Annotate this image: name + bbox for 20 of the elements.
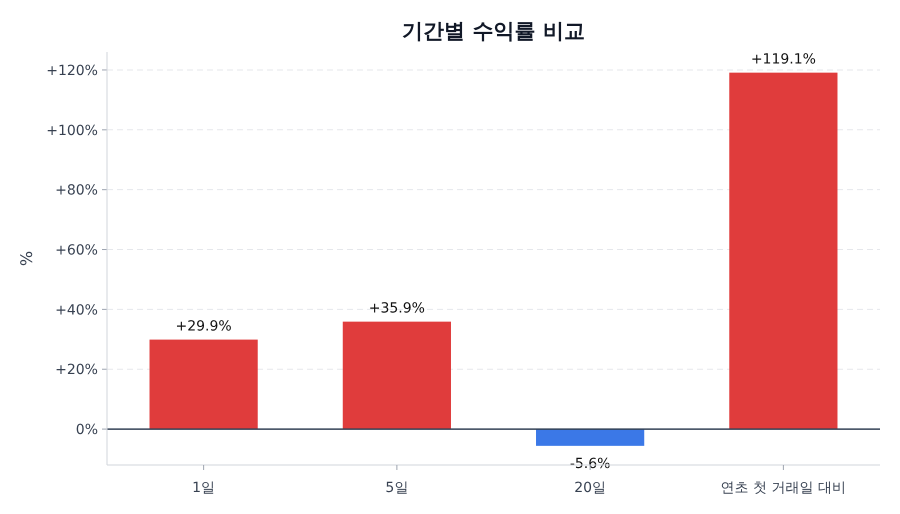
data-label: +35.9% bbox=[368, 300, 425, 317]
y-axis-title: % bbox=[17, 250, 36, 266]
data-label: +29.9% bbox=[176, 318, 232, 335]
y-tick-label: +60% bbox=[55, 242, 98, 259]
bar bbox=[729, 72, 838, 430]
y-tick-label: +120% bbox=[46, 62, 98, 79]
y-tick-label: +80% bbox=[55, 182, 98, 199]
x-tick-label: 20일 bbox=[574, 480, 606, 496]
x-tick-label: 5일 bbox=[385, 480, 408, 496]
y-tick-label: 0% bbox=[76, 422, 98, 438]
chart-title: 기간별 수익률 비교 bbox=[402, 19, 585, 43]
bar bbox=[150, 340, 258, 430]
bar bbox=[536, 429, 644, 446]
y-tick-label: +100% bbox=[46, 122, 98, 139]
y-tick-label: +40% bbox=[55, 302, 98, 318]
bar bbox=[342, 322, 451, 430]
x-tick-label: 연초 첫 거래일 대비 bbox=[720, 480, 846, 496]
y-tick-label: +20% bbox=[55, 362, 98, 378]
data-label: +119.1% bbox=[750, 52, 816, 68]
x-tick-label: 1일 bbox=[192, 480, 216, 496]
